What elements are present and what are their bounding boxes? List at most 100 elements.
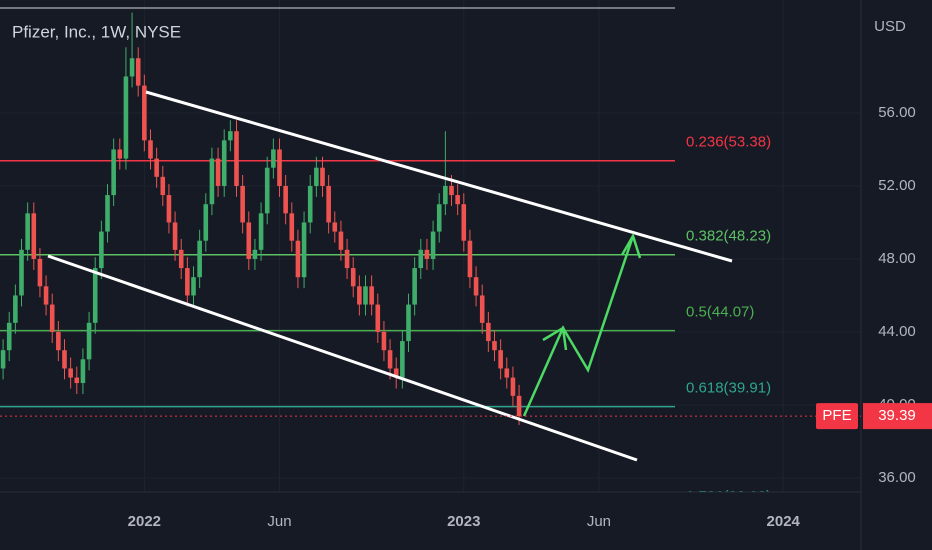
candle-body (19, 249, 24, 296)
x-tick-label: 2023 (447, 513, 480, 530)
candle-body (492, 341, 497, 351)
candle-body (332, 222, 338, 232)
candle-body (486, 322, 491, 342)
candle-body (49, 304, 55, 332)
candle-body (350, 268, 356, 287)
candle-body (6, 322, 12, 351)
candle-body (99, 231, 104, 269)
candle-body (160, 176, 166, 196)
candle-body (461, 204, 467, 241)
candle-body (191, 277, 196, 296)
candle-body (455, 195, 460, 205)
candle-body (498, 350, 503, 369)
candle-body (234, 131, 239, 186)
candle-body (381, 331, 387, 351)
candle-body (74, 377, 80, 384)
candle-body (25, 213, 30, 250)
fib-label: 0.5(44.07) (686, 304, 754, 321)
candle-body (363, 286, 368, 305)
candle-body (314, 167, 319, 186)
candle-body (154, 158, 159, 177)
grid (0, 0, 860, 492)
channel-lower (47, 254, 638, 462)
candle-body (215, 158, 221, 186)
candle-body (338, 231, 344, 250)
candle-body (62, 350, 67, 369)
candle-body (467, 240, 473, 278)
candle-body (510, 377, 516, 396)
candle-body (436, 204, 442, 232)
candle-body (172, 222, 178, 250)
projection-arrow (522, 235, 635, 417)
candle-body (418, 249, 424, 269)
candle-body (375, 304, 381, 332)
candle-body (443, 185, 448, 205)
symbol-label: PFE (822, 407, 851, 424)
candle-body (344, 249, 350, 269)
price-label: 39.39 (878, 407, 916, 424)
candle-body (197, 240, 202, 278)
candle-body (240, 185, 245, 223)
candle-body (68, 368, 73, 378)
candle-body (228, 131, 233, 141)
candle-body (258, 213, 264, 250)
y-tick-label: 48.00 (878, 250, 916, 267)
candle-body (117, 149, 123, 159)
y-tick-label: 44.00 (878, 323, 916, 340)
fib-label: 0.618(39.91) (686, 380, 771, 397)
candle-body (387, 350, 393, 369)
candle-body (283, 185, 288, 214)
candle-body (424, 249, 430, 259)
candle-body (393, 368, 399, 378)
candle-body (289, 213, 295, 241)
candle-body (105, 195, 110, 232)
last-price: PFE 39.39 (0, 403, 932, 430)
candle-body (406, 304, 411, 342)
channel-upper (145, 90, 733, 263)
candle-body (148, 140, 153, 159)
candle-body (301, 222, 307, 278)
candle-body (31, 213, 37, 259)
candle-body (43, 286, 49, 305)
arrow-head (542, 325, 568, 351)
y-tick-label: 52.00 (878, 177, 916, 194)
candle-body (307, 185, 313, 223)
candle-body (400, 341, 405, 378)
candle-body (92, 268, 98, 323)
candle-body (504, 368, 510, 378)
candle-body (166, 195, 172, 223)
price-box (863, 403, 932, 430)
candle-body (357, 286, 362, 305)
x-tick-label: Jun (587, 513, 611, 530)
candle-body (246, 222, 252, 259)
arrow-head (620, 232, 642, 259)
x-tick-label: 2022 (128, 513, 161, 530)
candle-body (264, 167, 270, 214)
candle-body (111, 149, 116, 196)
candle-body (295, 240, 301, 278)
candle-body (271, 149, 276, 168)
fib-label: 0.382(48.23) (686, 228, 771, 245)
candle-body (129, 58, 135, 77)
candle-body (326, 185, 331, 223)
candle-body (320, 167, 325, 186)
candle-body (0, 350, 6, 369)
candle-body (479, 295, 485, 323)
drawings (47, 90, 733, 462)
candle-body (430, 231, 436, 259)
candle-body (185, 268, 190, 296)
candle-body (449, 185, 454, 196)
candle-body (473, 277, 479, 296)
candle-body (203, 204, 209, 241)
fib-levels: 0.236(53.38) 0.382(48.23) 0.5(44.07) 0.618(… (0, 7, 771, 492)
candle-body (369, 286, 374, 305)
candle-body (221, 140, 227, 186)
candle-body (277, 149, 282, 186)
x-tick-label: Jun (267, 513, 291, 530)
currency: USD (874, 18, 906, 35)
candle-body (178, 249, 184, 269)
chart-title: Pfizer, Inc., 1W, NYSE (12, 22, 181, 41)
